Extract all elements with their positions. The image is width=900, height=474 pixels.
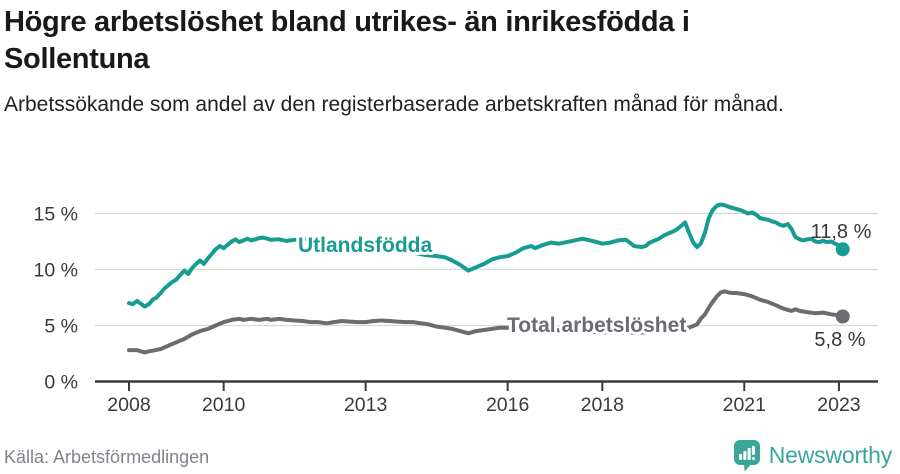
series-end-dot bbox=[835, 242, 850, 257]
chart-subtitle: Arbetssökande som andel av den registerb… bbox=[4, 93, 784, 116]
y-tick-label: 10 % bbox=[34, 260, 78, 282]
page-title: Högre arbetslöshet bland utrikes- än inr… bbox=[4, 4, 896, 78]
page-title-line1: Högre arbetslöshet bland utrikes- än inr… bbox=[4, 6, 690, 38]
x-tick-label: 2021 bbox=[723, 394, 766, 416]
y-tick-label: 0 % bbox=[44, 372, 78, 394]
end-dots bbox=[835, 242, 850, 324]
x-tick-label: 2008 bbox=[107, 394, 150, 416]
end-value-utlandsfodda: 11,8 % bbox=[811, 221, 872, 243]
page-title-line2: Sollentuna bbox=[4, 42, 150, 75]
series-label-utlandsfodda: Utlandsfödda bbox=[298, 234, 432, 257]
series-end-dot bbox=[835, 309, 850, 324]
y-tick-label: 5 % bbox=[44, 316, 78, 338]
newsworthy-icon bbox=[733, 440, 760, 472]
end-value-total: 5,8 % bbox=[814, 329, 865, 351]
newsworthy-wordmark: Newsworthy bbox=[768, 442, 892, 468]
x-tick-label: 2013 bbox=[344, 394, 387, 416]
newsworthy-logo: Newsworthy bbox=[733, 439, 892, 472]
line-series bbox=[127, 202, 845, 355]
x-tick-label: 2018 bbox=[581, 394, 624, 416]
x-tick-label: 2016 bbox=[486, 394, 529, 416]
x-tick-label: 2023 bbox=[817, 394, 860, 416]
source-note: Källa: Arbetsförmedlingen bbox=[4, 447, 210, 467]
gridlines: 15 % 10 % 5 % 0 % bbox=[34, 204, 878, 394]
series-line bbox=[127, 289, 845, 355]
y-tick-label: 15 % bbox=[34, 204, 78, 226]
series-line bbox=[127, 202, 845, 309]
series-label-total-arbetsloshet: Total arbetslöshet bbox=[507, 314, 686, 337]
x-tick-label: 2010 bbox=[202, 394, 246, 416]
x-axis: 2008 2010 2013 2016 2018 2021 2023 bbox=[95, 380, 878, 416]
